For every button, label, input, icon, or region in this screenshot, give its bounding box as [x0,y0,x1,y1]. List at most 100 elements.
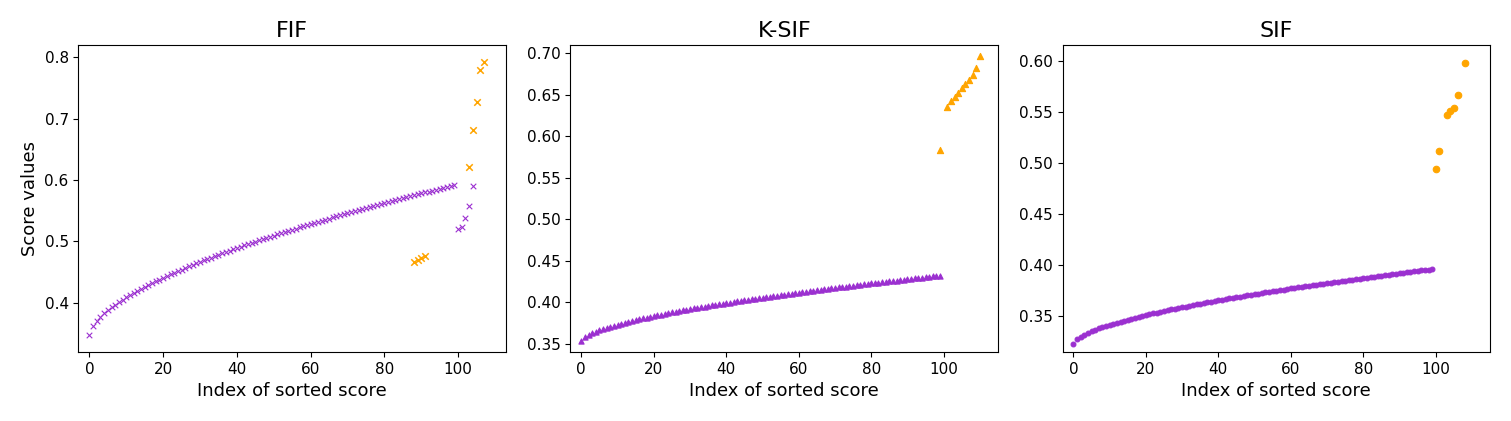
Point [213,249,237,256]
Point [461,182,485,189]
Point [1151,308,1176,314]
Point [346,207,370,213]
Point [583,328,607,335]
Point [313,216,337,223]
Point [1206,297,1230,304]
Point [1112,317,1136,324]
Point [1076,330,1100,336]
Point [1301,282,1325,288]
Point [1138,311,1162,317]
Point [1195,299,1219,306]
Point [394,194,419,200]
Point [1358,274,1383,280]
Point [956,77,981,83]
Point [801,288,825,294]
Point [1239,291,1263,298]
Point [317,215,341,222]
Point [772,291,796,298]
Point [221,246,245,253]
Point [1061,340,1085,347]
Point [1283,285,1307,291]
Point [1231,293,1256,299]
Point [684,304,709,311]
Point [969,53,993,59]
Point [899,275,923,282]
Point [1343,276,1367,282]
Point [860,280,884,287]
Point [751,294,775,301]
Point [671,307,695,314]
Point [577,331,601,338]
Point [787,289,811,296]
Point [159,271,183,278]
Point [645,312,669,319]
Point [1163,305,1188,312]
Point [1333,277,1357,284]
Point [866,279,890,286]
Point [1091,324,1115,330]
Point [128,285,153,292]
Point [192,257,216,264]
Point [928,272,952,279]
Point [660,309,684,316]
Point [1296,282,1321,289]
Point [855,280,879,287]
Point [609,320,633,327]
Point [1434,111,1458,118]
Point [1392,269,1416,276]
Point [852,281,876,288]
Point [743,295,768,302]
Point [354,205,378,211]
Point [642,313,666,320]
Point [180,261,204,268]
Point [338,209,363,216]
Point [1177,302,1201,309]
Point [710,300,734,307]
Point [184,260,209,267]
X-axis label: Index of sorted score: Index of sorted score [198,382,387,400]
Point [233,242,257,249]
Point [1380,271,1404,277]
Point [780,290,804,297]
Point [461,127,485,134]
Point [243,238,267,245]
Point [328,212,352,219]
Point [1203,298,1227,304]
Point [409,255,434,261]
Point [663,309,688,315]
Point [369,201,393,208]
Point [653,310,677,317]
Point [1192,300,1216,306]
Point [925,273,949,280]
Point [302,220,326,226]
Point [624,317,648,323]
Point [1224,294,1248,301]
Point [417,188,441,195]
Point [793,288,817,295]
Point [1413,266,1437,273]
Point [1242,291,1266,298]
Point [638,313,662,320]
Point [896,276,920,282]
Point [1210,296,1234,303]
Point [1355,274,1380,281]
Point [1315,280,1339,286]
Point [1322,279,1346,285]
Point [154,273,178,280]
Point [272,229,296,235]
Point [1188,300,1212,307]
Point [674,306,698,313]
Point [1446,92,1470,99]
Point [598,323,623,330]
Point [351,206,375,213]
Point [917,274,941,280]
Point [1247,290,1271,297]
Point [943,93,967,100]
Point [166,268,190,274]
Point [218,248,242,254]
Point [1133,312,1157,319]
Point [277,227,301,234]
Point [1377,271,1401,278]
Point [601,322,626,329]
Point [635,314,659,321]
